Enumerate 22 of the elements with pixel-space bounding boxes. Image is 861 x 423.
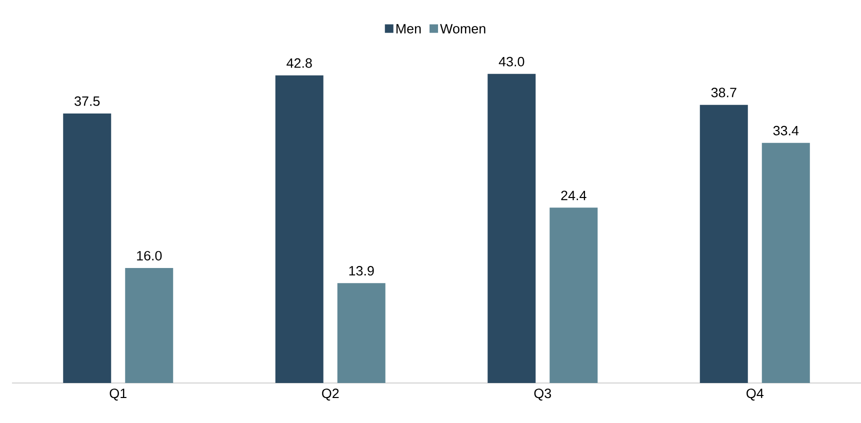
x-tick-label: Q2	[322, 388, 339, 401]
bar	[488, 74, 536, 383]
x-tick-label: Q3	[534, 388, 552, 401]
bar	[275, 75, 324, 383]
data-label: 38.7	[711, 88, 736, 98]
x-tick-label: Q4	[746, 388, 764, 401]
data-label: 43.0	[498, 56, 524, 66]
data-label: 24.4	[561, 190, 586, 200]
bar	[63, 113, 112, 383]
bar	[700, 104, 748, 383]
x-tick-label: Q1	[110, 388, 126, 401]
bar	[550, 208, 598, 383]
bar	[125, 268, 174, 383]
data-label: 33.4	[773, 126, 799, 136]
bar	[337, 283, 386, 383]
data-label: 42.8	[286, 58, 312, 68]
data-label: 16.0	[137, 250, 162, 260]
bar	[762, 142, 810, 383]
legend-label: Women	[440, 24, 486, 34]
legend-label: Men	[396, 24, 421, 34]
data-label: 13.9	[349, 266, 374, 276]
data-label: 37.5	[74, 96, 100, 106]
